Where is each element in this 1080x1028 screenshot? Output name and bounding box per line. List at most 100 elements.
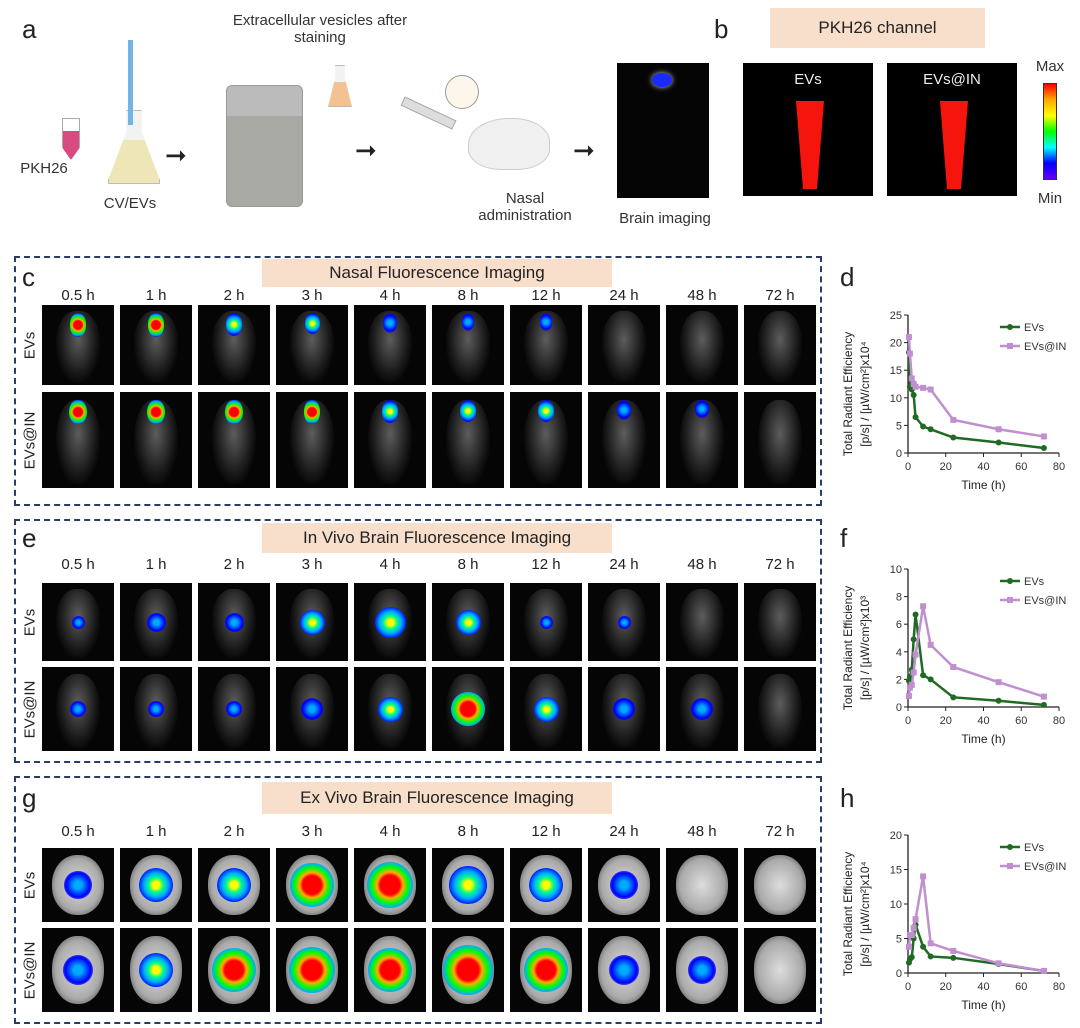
data-point [908,954,915,961]
centrifuge-icon [226,85,303,207]
brain-image [276,928,348,1012]
data-point [1040,445,1047,452]
mouse-image [510,667,582,751]
data-point [1040,693,1047,700]
mouse-image [432,392,504,488]
time-label: 72 h [765,287,795,304]
fluorescence-signal [539,615,553,629]
fluorescence-signal [382,313,398,334]
y-tick-label: 4 [896,647,902,659]
fluorescence-signal [148,701,164,717]
fluorescence-signal [71,615,85,629]
panel-label-h: h [840,783,855,813]
y-tick-label: 25 [890,310,902,322]
x-tick-label: 0 [905,461,911,473]
x-tick-label: 80 [1053,715,1065,727]
brain-image [120,928,192,1012]
mouse-image [744,305,816,385]
mouse-body [758,589,802,658]
time-label: 3 h [301,823,323,840]
data-point [910,925,917,932]
mouse-image [744,392,816,488]
fluorescence-signal [451,692,485,726]
mouse-body [602,311,646,382]
y-tick-label: 15 [890,365,902,377]
fluorescence-signal [608,954,640,986]
brain-image [588,928,660,1012]
brain-image [666,928,738,1012]
fluorescence-signal [146,612,166,632]
mouse-image [354,305,426,385]
x-tick-label: 60 [1015,981,1027,993]
fluorescence-signal [70,701,86,717]
brain-image [354,848,426,922]
data-point [920,603,927,610]
panel-label-b: b [714,14,729,44]
time-label: 8 h [457,556,479,573]
fluorescence-signal [304,313,320,334]
legend-marker [1007,844,1013,850]
x-tick-label: 40 [977,981,989,993]
data-point [950,694,957,701]
time-label: 1 h [145,823,167,840]
evs-in-tube-label: EVs@IN [923,71,981,88]
mouse-image [588,305,660,385]
fluorescence-signal [368,948,412,992]
y-axis-label: [p/s] / [µW/cm²]x10⁴ [858,861,872,966]
legend-label: EVs@IN [1024,341,1066,353]
data-point [905,943,912,950]
fluorescence-signal [69,313,87,337]
fluorescence-signal [443,945,493,995]
fluorescence-signal [225,400,243,425]
x-tick-label: 80 [1053,981,1065,993]
chart-d: 0 5 10 15 20 25 0 20 40 60 80 Time (h) Total Radiant… [841,310,1066,492]
mouse-image [276,305,348,385]
fluorescence-signal [225,313,243,336]
brain-image [198,928,270,1012]
legend-label: EVs@IN [1024,595,1066,607]
row-label: EVs@IN [21,680,39,738]
mouse-image [588,392,660,488]
mouse-image [510,583,582,661]
fluorescence-signal [455,609,481,635]
series-line-EVs@IN [907,606,1045,698]
panel-label-f: f [840,523,848,553]
data-point [910,636,917,643]
evs-in-tube-image: EVs@IN [887,63,1017,196]
x-tick-label: 0 [905,981,911,993]
brain-image [666,848,738,922]
data-point [1040,701,1047,708]
y-axis-label: Total Radiant Efficiency [841,852,855,977]
time-label: 48 h [687,556,717,573]
mouse-image [666,392,738,488]
mouse-image [198,667,270,751]
time-label: 12 h [531,287,561,304]
fluorescence-signal [301,698,323,720]
time-label: 24 h [609,556,639,573]
panel-label-a: a [22,14,37,44]
mouse-image [42,583,114,661]
cv-evs-label: CV/EVs [103,195,157,212]
fluorescence-signal [299,609,325,635]
fluorescence-signal [64,871,92,899]
fluorescence-signal [147,400,165,425]
mouse-image [42,392,114,488]
x-tick-label: 0 [905,715,911,727]
y-tick-label: 0 [896,968,902,980]
time-label: 3 h [301,287,323,304]
time-label: 24 h [609,287,639,304]
y-axis-label: [p/s] / [µW/cm²]x10⁴ [858,341,872,446]
y-tick-label: 10 [890,899,902,911]
data-point [927,386,934,393]
data-point [920,672,927,679]
time-label: 48 h [687,823,717,840]
mouse-image [354,667,426,751]
y-axis-label: Total Radiant Efficiency [841,332,855,457]
mouse-icon [468,118,550,170]
legend-label: EVs [1024,322,1045,334]
mouse-image [354,583,426,661]
y-tick-label: 6 [896,619,902,631]
data-point [906,350,913,357]
y-tick-label: 0 [896,702,902,714]
time-label: 72 h [765,556,795,573]
